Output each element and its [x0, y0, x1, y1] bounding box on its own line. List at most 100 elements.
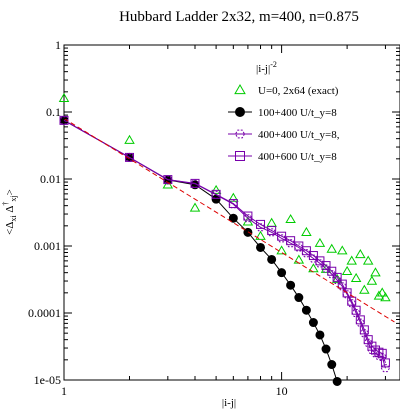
legend-label: 100+400 U/t_y=8 [258, 107, 337, 119]
data-point [326, 243, 338, 253]
data-point [355, 315, 365, 325]
data-point [267, 254, 277, 264]
data-point [359, 284, 370, 294]
data-point [211, 189, 221, 199]
data-point [332, 272, 342, 282]
legend-marker [234, 84, 246, 95]
chart-title: Hubbard Ladder 2x32, m=400, n=0.875 [119, 9, 359, 25]
data-point [327, 360, 337, 370]
data-point [315, 256, 325, 266]
data-point [189, 202, 201, 212]
data-point [256, 242, 266, 252]
data-point [347, 296, 357, 306]
legend-marker [234, 129, 246, 139]
data-point [315, 330, 325, 340]
y-tick-label: 0.0001 [28, 306, 61, 320]
axis-ticks: 1 10 1 0.1 0.01 0.001 0.0001 1e-05 [28, 38, 400, 398]
y-tick-label: 0.1 [46, 105, 61, 119]
data-point [380, 292, 391, 302]
series-line [63, 119, 386, 369]
data-point [294, 293, 304, 303]
y-tick-label: 0.001 [34, 239, 61, 253]
x-axis-label: |i-j| [222, 397, 236, 409]
data-point [308, 318, 318, 328]
data-point [327, 266, 337, 276]
data-point [255, 230, 266, 240]
data-point [286, 236, 296, 246]
legend-label: U=0, 2x64 (exact) [258, 85, 339, 97]
data-point [321, 344, 331, 354]
data-point [331, 273, 343, 283]
data-point [374, 347, 384, 357]
data-point [314, 237, 326, 247]
x-tick-label: 1 [61, 384, 67, 398]
svg-text:<Δxi Δ†xj>: <Δxi Δ†xj> [1, 189, 18, 235]
legend: |i-j|-2 U=0, 2x64 (exact) 100+400 U/t_y=8 4… [228, 60, 340, 163]
data-point [267, 226, 277, 236]
fit-line [63, 118, 395, 323]
data-point [293, 254, 305, 264]
data-point [228, 192, 239, 202]
data-point [355, 248, 366, 259]
y-tick-label: 1 [55, 38, 61, 52]
series-4 [63, 118, 395, 323]
data-point [301, 305, 311, 315]
data-point [342, 288, 352, 298]
x-tick-label: 10 [276, 384, 288, 398]
legend-marker [235, 151, 245, 161]
series-3 [59, 115, 390, 368]
data-point [301, 226, 312, 237]
data-point [366, 275, 378, 285]
data-point [243, 211, 253, 221]
series-2 [59, 116, 391, 373]
data-point [125, 152, 135, 162]
data-point [321, 261, 331, 271]
data-point [376, 287, 388, 297]
data-point [308, 251, 318, 261]
data-point [276, 245, 287, 255]
data-point [243, 227, 253, 237]
legend-marker [235, 107, 245, 117]
data-point [256, 219, 266, 229]
data-point [294, 241, 304, 251]
data-point [373, 290, 385, 300]
data-point [337, 279, 347, 289]
data-point [359, 325, 369, 335]
data-point [124, 134, 135, 144]
legend-label: 400+400 U/t_y=8, [258, 129, 340, 141]
data-point [350, 272, 362, 282]
data-point [301, 246, 311, 256]
legend-label: 400+600 U/t_y=8 [258, 151, 337, 163]
data-point [163, 175, 173, 185]
data-point [285, 213, 296, 224]
data-point [341, 265, 353, 275]
data-point [362, 255, 374, 265]
data-point [58, 92, 70, 103]
plot-frame [63, 44, 400, 381]
y-tick-label: 1e-05 [34, 373, 61, 387]
data-point [277, 231, 287, 241]
data-point [370, 267, 381, 277]
data-point [380, 358, 390, 368]
series-line [63, 119, 386, 364]
data-point [336, 245, 348, 255]
y-axis-label: <Δxi Δ†xj> [1, 189, 18, 235]
series-0 [58, 92, 391, 302]
data-point [190, 178, 200, 188]
data-point [228, 199, 238, 209]
data-point [286, 280, 296, 290]
data-point [380, 364, 391, 373]
data-point [370, 345, 380, 355]
data-point [210, 184, 222, 194]
plot-area [58, 92, 395, 386]
data-point [332, 376, 342, 386]
legend-header: |i-j|-2 [256, 60, 277, 75]
data-point [277, 268, 287, 278]
data-point [346, 255, 357, 265]
data-point [351, 305, 361, 315]
data-point [266, 217, 277, 227]
data-point [228, 213, 238, 223]
y-tick-label: 0.01 [40, 172, 61, 186]
data-point [377, 348, 387, 358]
